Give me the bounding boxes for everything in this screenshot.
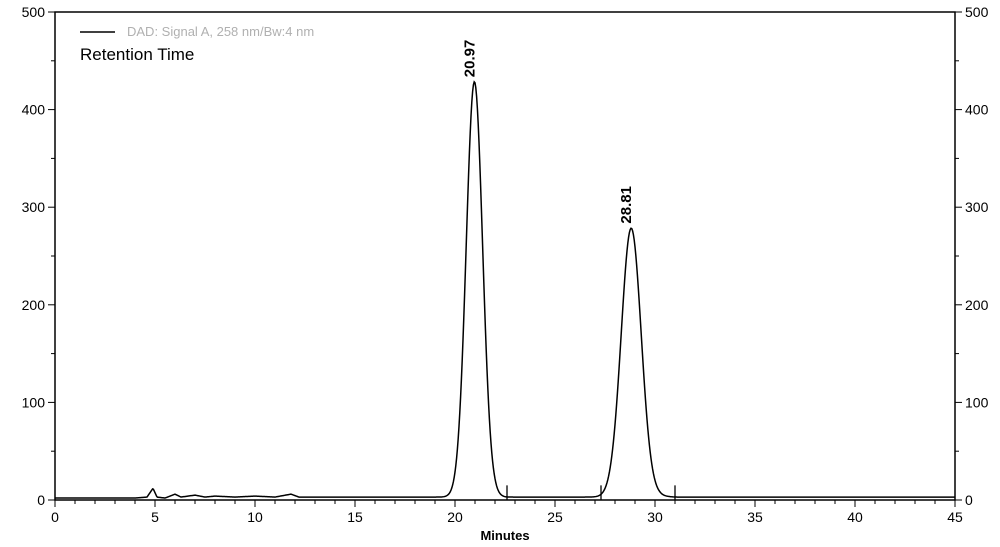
x-axis-label: Minutes	[480, 528, 529, 543]
y-tick-label-right: 500	[965, 4, 989, 20]
y-tick-label-right: 100	[965, 394, 989, 410]
x-tick-label: 5	[151, 509, 159, 525]
y-tick-label-right: 200	[965, 297, 989, 313]
legend-retention-text: Retention Time	[80, 45, 194, 64]
x-tick-label: 15	[347, 509, 363, 525]
y-tick-label-left: 400	[22, 102, 46, 118]
y-tick-label-left: 200	[22, 297, 46, 313]
chromatogram-trace	[55, 82, 955, 498]
x-tick-label: 20	[447, 509, 463, 525]
peak-label: 28.81	[618, 186, 635, 224]
x-tick-label: 40	[847, 509, 863, 525]
x-tick-label: 35	[747, 509, 763, 525]
y-tick-label-left: 100	[22, 394, 46, 410]
chart-svg: 0 5 10 15 20 25 30 35 40 45 Minutes 0 100 200 300 400 50…	[0, 0, 1000, 547]
y-tick-label-right: 400	[965, 102, 989, 118]
x-tick-label: 45	[947, 509, 963, 525]
plot-border	[55, 12, 955, 500]
peak-label: 20.97	[461, 40, 478, 78]
y-tick-label-left: 300	[22, 199, 46, 215]
y-tick-label-right: 0	[965, 492, 973, 508]
legend-dad-text: DAD: Signal A, 258 nm/Bw:4 nm	[127, 24, 314, 39]
x-tick-label: 25	[547, 509, 563, 525]
x-tick-label: 30	[647, 509, 663, 525]
x-tick-label: 10	[247, 509, 263, 525]
x-tick-label: 0	[51, 509, 59, 525]
y-tick-label-left: 0	[37, 492, 45, 508]
y-tick-label-right: 300	[965, 199, 989, 215]
chromatogram-chart: 0 5 10 15 20 25 30 35 40 45 Minutes 0 100 200 300 400 50…	[0, 0, 1000, 547]
y-tick-label-left: 500	[22, 4, 46, 20]
